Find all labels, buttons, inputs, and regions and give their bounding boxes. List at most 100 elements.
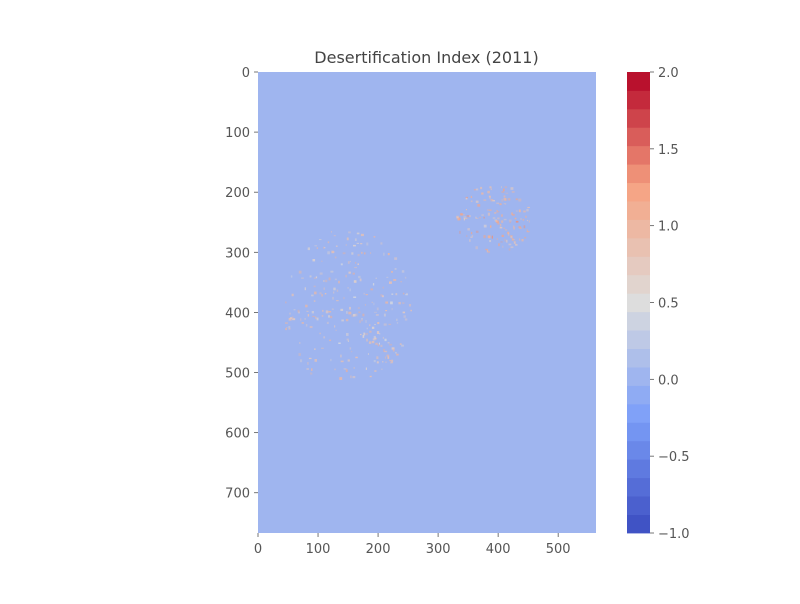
heatmap-cell	[494, 212, 497, 214]
heatmap-cell	[360, 233, 364, 237]
heatmap-cell	[505, 229, 508, 231]
heatmap-cell	[483, 199, 487, 201]
heatmap-cell	[359, 278, 362, 282]
heatmap-cell	[496, 223, 500, 225]
heatmap-cell	[285, 322, 288, 324]
heatmap-cell	[496, 238, 498, 240]
heatmap-cell	[349, 288, 351, 292]
heatmap-cell	[323, 247, 326, 249]
heatmap-cell	[309, 275, 312, 278]
heatmap-cell	[315, 276, 318, 279]
heatmap-cell	[470, 195, 473, 198]
heatmap-cell	[375, 338, 377, 340]
heatmap-cell	[476, 217, 479, 219]
heatmap-region	[456, 186, 530, 253]
heatmap-cell	[510, 246, 514, 249]
heatmap-cell	[508, 248, 511, 251]
heatmap-cell	[488, 195, 491, 198]
heatmap-cell	[497, 211, 500, 213]
heatmap-cell	[346, 338, 349, 341]
heatmap-cell	[396, 322, 399, 324]
heatmap-cell	[352, 376, 356, 379]
heatmap-cell	[339, 377, 343, 380]
heatmap-cell	[490, 225, 492, 228]
colorbar-segment	[627, 422, 650, 442]
heatmap-cell	[342, 252, 346, 255]
heatmap-cell	[330, 231, 332, 233]
heatmap-cell	[289, 312, 291, 315]
heatmap-cell	[465, 217, 468, 220]
heatmap-cell	[380, 294, 383, 297]
heatmap-cell	[489, 240, 492, 243]
heatmap-cell	[340, 308, 344, 311]
heatmap-cell	[487, 190, 490, 194]
heatmap-cell	[371, 341, 375, 344]
heatmap-cell	[387, 253, 390, 256]
heatmap-cell	[366, 327, 368, 330]
heatmap-cell	[369, 375, 372, 378]
heatmap-cell	[336, 289, 339, 292]
heatmap-cell	[372, 283, 375, 286]
heatmap-cell	[523, 210, 526, 213]
heatmap-cell	[488, 209, 492, 211]
heatmap-cell	[522, 218, 525, 221]
heatmap-cell	[359, 320, 361, 324]
heatmap-cell	[326, 321, 329, 324]
heatmap-cell	[347, 359, 350, 362]
y-tick-label: 600	[225, 427, 250, 442]
heatmap-cell	[403, 315, 406, 318]
heatmap-cell	[526, 208, 529, 212]
heatmap-cell	[469, 215, 471, 218]
heatmap-cell	[376, 307, 379, 311]
heatmap-cell	[311, 311, 314, 314]
heatmap-cell	[466, 235, 468, 237]
heatmap-cell	[331, 250, 334, 254]
heatmap-cell	[501, 214, 503, 217]
heatmap-cell	[336, 300, 339, 302]
heatmap-cell	[350, 350, 353, 353]
heatmap-cell	[400, 281, 402, 283]
heatmap-cell	[393, 279, 397, 281]
heatmap-cell	[391, 308, 393, 311]
heatmap-cell	[375, 277, 377, 279]
heatmap-cell	[290, 275, 293, 278]
heatmap-cell	[515, 220, 519, 223]
heatmap-cell	[390, 301, 393, 305]
heatmap-cell	[334, 278, 337, 281]
heatmap-cell	[340, 360, 344, 363]
colorbar-segment	[627, 237, 650, 257]
heatmap-cell	[389, 281, 392, 284]
heatmap-cell	[381, 295, 384, 298]
heatmap-cell	[510, 236, 513, 239]
heatmap-cell	[373, 360, 376, 363]
heatmap-cell	[501, 220, 504, 223]
heatmap-cell	[380, 344, 383, 347]
heatmap-cell	[396, 353, 399, 356]
heatmap-cell	[293, 309, 296, 311]
heatmap-cell	[321, 294, 323, 297]
heatmap-cell	[519, 238, 521, 241]
heatmap-cell	[357, 254, 360, 257]
heatmap-cell	[501, 234, 504, 237]
heatmap-cell	[368, 341, 372, 344]
heatmap-cell	[345, 244, 347, 246]
heatmap-cell	[334, 368, 336, 371]
heatmap-cell	[401, 344, 404, 347]
heatmap-cell	[374, 311, 377, 313]
heatmap-cell	[306, 368, 309, 370]
heatmap-cell	[463, 216, 467, 219]
heatmap-cell	[408, 304, 412, 307]
heatmap-cell	[525, 215, 527, 218]
x-axis: 0 100 200 300 400 500	[254, 533, 571, 557]
heatmap-cell	[512, 225, 515, 228]
heatmap-cell	[364, 304, 366, 306]
heatmap-cell	[488, 251, 490, 253]
heatmap-cell	[307, 362, 309, 365]
heatmap-cell	[391, 293, 394, 295]
heatmap-cell	[515, 210, 518, 212]
y-tick-label: 700	[225, 487, 250, 502]
heatmap-cell	[298, 353, 301, 356]
heatmap-cell	[308, 357, 312, 360]
colorbar-tick-label: 0.0	[658, 373, 679, 388]
heatmap-cell	[496, 210, 498, 213]
